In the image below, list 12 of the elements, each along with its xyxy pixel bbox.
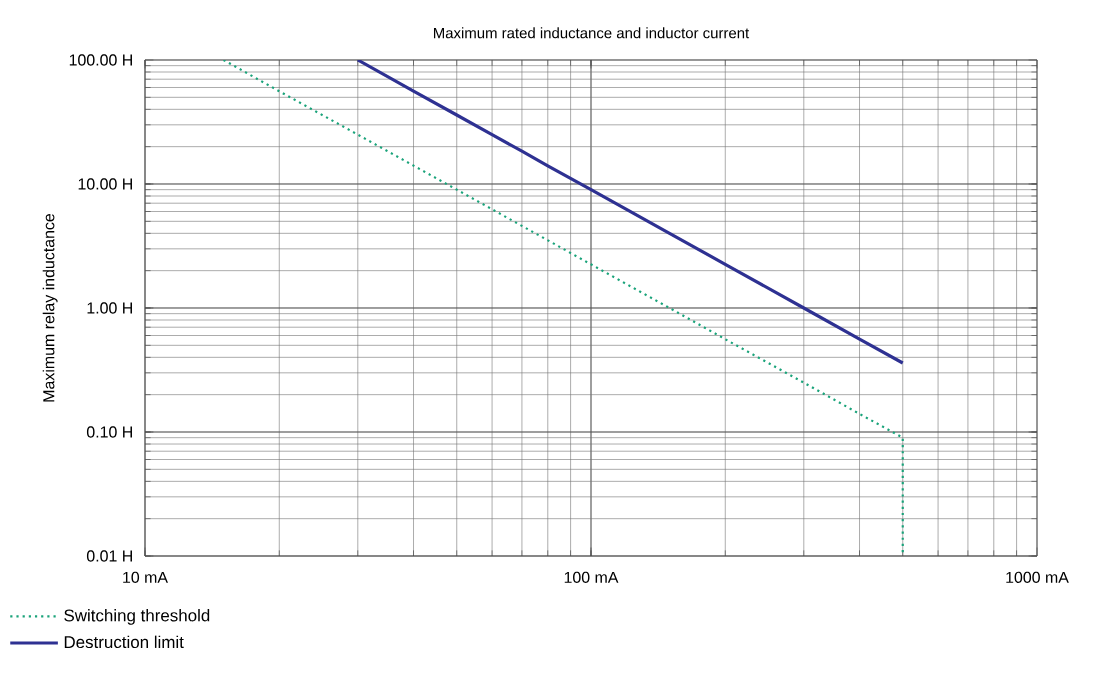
legend-label: Switching threshold <box>64 609 210 625</box>
y-tick-label: 10.00 H <box>78 178 132 190</box>
y-tick-label: 100.00 H <box>69 54 132 66</box>
x-tick-label: 1000 mA <box>1006 571 1069 583</box>
y-tick-label: 0.10 H <box>86 426 132 438</box>
x-tick-label: 10 mA <box>123 571 168 583</box>
y-tick-label: 0.01 H <box>86 550 132 562</box>
chart-title: Maximum rated inductance and inductor current <box>433 27 750 39</box>
y-tick-label: 1.00 H <box>87 302 132 314</box>
x-tick-label: 100 mA <box>564 571 619 583</box>
legend-label: Destruction limit <box>64 635 184 649</box>
y-axis-title: Maximum relay inductance <box>42 213 58 402</box>
